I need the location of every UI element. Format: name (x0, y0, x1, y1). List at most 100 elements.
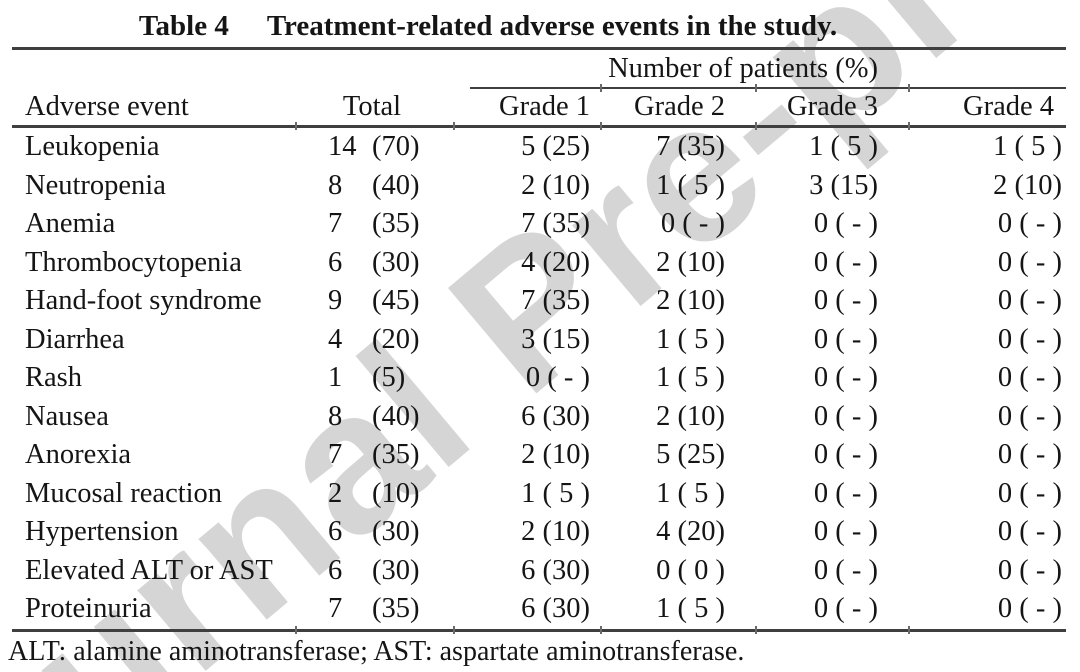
table-row: Anemia 7 (35) 7 (35) 0 ( - ) 0 ( - ) 0 ( - ) (0, 205, 1080, 244)
col-header-grade-3: Grade 3 (787, 91, 878, 122)
total-percent-cell: (30) (372, 246, 420, 278)
grade-3-cell: 0 ( - ) (813, 477, 878, 509)
grade-4-cell: 0 ( - ) (997, 246, 1062, 278)
grade-3-cell: 0 ( - ) (813, 554, 878, 586)
grade-3-cell: 0 ( - ) (813, 285, 878, 316)
total-percent-cell: (45) (372, 285, 420, 316)
grade-1-cell: 2 (10) (521, 439, 590, 470)
adverse-event-cell: Elevated ALT or AST (25, 554, 273, 586)
grade-3-cell: 0 ( - ) (813, 208, 878, 239)
grade-4-cell: 0 ( - ) (997, 439, 1062, 470)
grade-1-cell: 1 ( 5 ) (521, 477, 590, 509)
grade-1-cell: 7 (35) (521, 285, 590, 316)
grade-1-cell: 2 (10) (521, 169, 590, 201)
table-row: Thrombocytopenia 6 (30) 4 (20) 2 (10) 0 ( - )… (0, 244, 1080, 283)
grade-3-cell: 0 ( - ) (813, 400, 878, 432)
grade-4-cell: 1 ( 5 ) (993, 131, 1062, 162)
grade-4-cell: 0 ( - ) (997, 593, 1062, 624)
grade-2-cell: 1 ( 5 ) (656, 323, 725, 355)
column-tick (755, 122, 757, 130)
total-count-cell: 4 (328, 323, 343, 355)
rule-bottom (12, 629, 1066, 632)
grade-4-cell: 0 ( - ) (997, 400, 1062, 432)
table-row: Hand-foot syndrome 9 (45) 7 (35) 2 (10) 0 ( -… (0, 282, 1080, 321)
grade-3-cell: 0 ( - ) (813, 439, 878, 470)
column-tick (755, 84, 757, 92)
total-percent-cell: (5) (372, 362, 406, 393)
table-title: Table 4 Treatment-related adverse events … (0, 10, 976, 43)
column-tick (600, 84, 602, 92)
grade-1-cell: 7 (35) (521, 208, 590, 239)
table-caption: Treatment-related adverse events in the … (266, 10, 838, 42)
total-percent-cell: (40) (372, 169, 420, 201)
grade-4-cell: 0 ( - ) (997, 516, 1062, 547)
total-count-cell: 7 (328, 208, 343, 239)
adverse-event-cell: Anorexia (25, 439, 132, 470)
total-count-cell: 7 (328, 593, 343, 624)
total-count-cell: 9 (328, 285, 343, 316)
grade-2-cell: 1 ( 5 ) (656, 169, 725, 201)
col-header-grade-2: Grade 2 (634, 91, 725, 122)
column-tick (908, 122, 910, 130)
total-count-cell: 6 (328, 554, 343, 586)
grade-4-cell: 0 ( - ) (997, 477, 1062, 509)
column-tick (755, 626, 757, 634)
rule-top (12, 47, 1066, 50)
table-row: Hypertension 6 (30) 2 (10) 4 (20) 0 ( - ) 0 ( … (0, 513, 1080, 552)
grade-3-cell: 1 ( 5 ) (809, 131, 878, 162)
grade-2-cell: 7 (35) (656, 131, 725, 162)
table-row: Diarrhea 4 (20) 3 (15) 1 ( 5 ) 0 ( - ) 0 ( - ) (0, 321, 1080, 360)
total-percent-cell: (70) (372, 131, 420, 162)
column-tick (600, 122, 602, 130)
grade-3-cell: 0 ( - ) (813, 593, 878, 624)
grade-2-cell: 1 ( 5 ) (656, 477, 725, 509)
grade-4-cell: 0 ( - ) (997, 554, 1062, 586)
rule-grade-span (470, 87, 1066, 89)
adverse-event-cell: Proteinuria (25, 593, 152, 624)
grade-3-cell: 0 ( - ) (813, 246, 878, 278)
total-count-cell: 2 (328, 477, 343, 509)
table-row: Elevated ALT or AST 6 (30) 6 (30) 0 ( 0 ) 0 (… (0, 552, 1080, 591)
grade-4-cell: 0 ( - ) (997, 208, 1062, 239)
grade-1-cell: 4 (20) (521, 246, 590, 278)
total-percent-cell: (40) (372, 400, 420, 432)
col-header-total: Total (342, 91, 402, 122)
grade-2-cell: 1 ( 5 ) (656, 593, 725, 624)
col-header-grade-1: Grade 1 (499, 91, 590, 122)
adverse-event-cell: Mucosal reaction (25, 477, 223, 509)
adverse-event-cell: Nausea (25, 400, 109, 432)
grade-2-cell: 4 (20) (656, 516, 725, 547)
grade-3-cell: 0 ( - ) (813, 362, 878, 393)
grade-3-cell: 3 (15) (809, 169, 878, 201)
total-percent-cell: (35) (372, 208, 420, 239)
adverse-event-cell: Neutropenia (25, 169, 166, 201)
total-count-cell: 14 (328, 131, 357, 162)
grade-4-cell: 0 ( - ) (997, 362, 1062, 393)
table-row: Mucosal reaction 2 (10) 1 ( 5 ) 1 ( 5 ) 0 ( -… (0, 475, 1080, 514)
grade-span-header: Number of patients (%) (608, 53, 878, 84)
column-tick (908, 626, 910, 634)
grade-1-cell: 5 (25) (521, 131, 590, 162)
table-body: Leukopenia 14 (70) 5 (25) 7 (35) 1 ( 5 ) 1 ( 5… (0, 128, 1080, 629)
column-tick (453, 122, 455, 130)
total-percent-cell: (35) (372, 439, 420, 470)
col-header-grade-4: Grade 4 (963, 91, 1054, 122)
table-row: Neutropenia 8 (40) 2 (10) 1 ( 5 ) 3 (15) 2 (10… (0, 167, 1080, 206)
adverse-event-cell: Hand-foot syndrome (25, 285, 262, 316)
grade-4-cell: 2 (10) (993, 169, 1062, 201)
total-percent-cell: (20) (372, 323, 420, 355)
grade-3-cell: 0 ( - ) (813, 516, 878, 547)
adverse-event-cell: Rash (25, 362, 82, 393)
grade-2-cell: 2 (10) (656, 400, 725, 432)
total-count-cell: 8 (328, 169, 343, 201)
column-tick (908, 84, 910, 92)
footnote: ALT: alamine aminotransferase; AST: aspa… (8, 636, 745, 667)
grade-2-cell: 1 ( 5 ) (656, 362, 725, 393)
column-tick (295, 122, 297, 130)
table-row: Proteinuria 7 (35) 6 (30) 1 ( 5 ) 0 ( - ) 0 ( … (0, 590, 1080, 629)
grade-2-cell: 0 ( 0 ) (656, 554, 725, 586)
total-percent-cell: (35) (372, 593, 420, 624)
grade-1-cell: 0 ( - ) (525, 362, 590, 393)
